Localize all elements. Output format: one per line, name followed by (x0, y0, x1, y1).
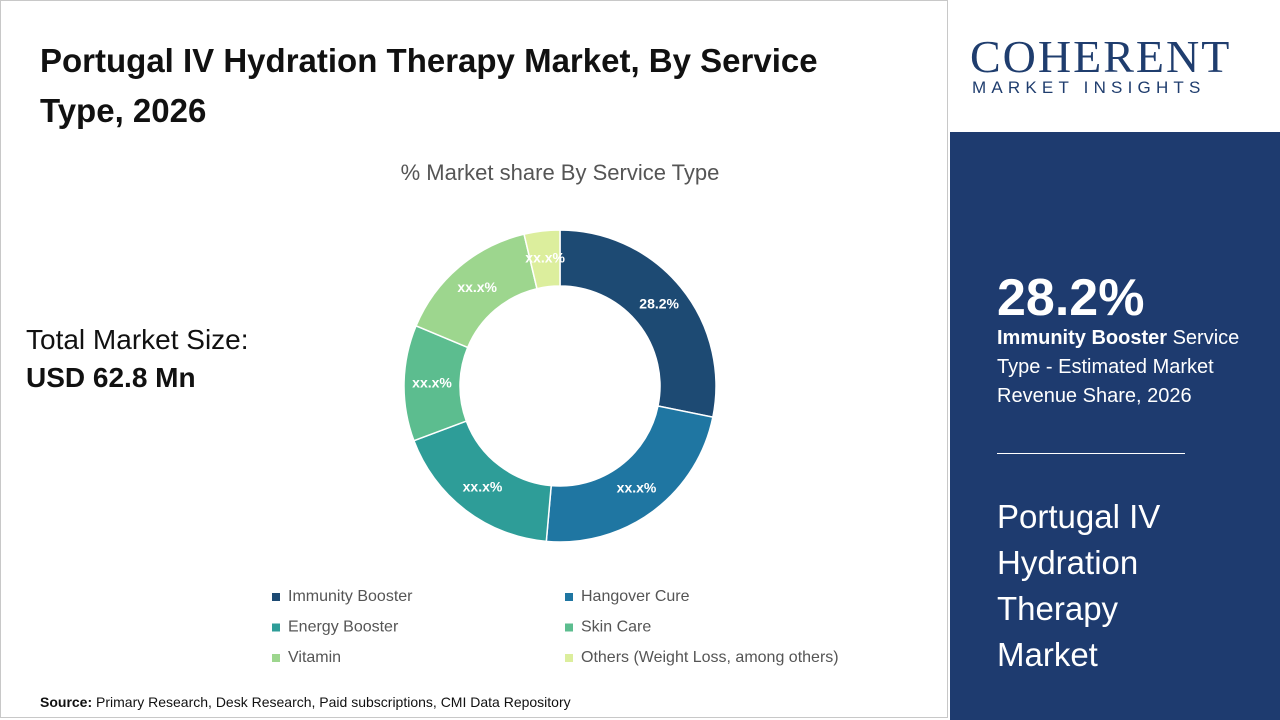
legend-marker (565, 654, 573, 662)
left-panel (0, 0, 948, 718)
legend-marker (565, 593, 573, 601)
logo-brand: COHERENT (970, 31, 1232, 82)
donut-segment (559, 229, 717, 419)
data-label: 28.2% (639, 296, 679, 312)
highlight-panel: 28.2% Immunity Booster Service Type - Es… (950, 132, 1280, 720)
legend-label: Others (Weight Loss, among others) (581, 649, 839, 666)
highlight-value: 28.2% (997, 269, 1145, 327)
legend-marker (272, 593, 280, 601)
logo-tagline: MARKET INSIGHTS (972, 78, 1206, 97)
source-text: Primary Research, Desk Research, Paid su… (96, 694, 571, 710)
data-label: xx.x% (525, 250, 565, 266)
page-title: Portugal IV Hydration Therapy Market, By… (40, 42, 818, 129)
divider (997, 453, 1185, 454)
legend-marker (272, 623, 280, 632)
donut-segment (545, 405, 714, 543)
donut-segment (523, 229, 561, 290)
data-label: xx.x% (617, 479, 657, 495)
chart-title: % Market share By Service Type (401, 160, 720, 185)
logo: COHERENT MARKET INSIGHTS (950, 0, 1280, 132)
source: Source: Primary Research, Desk Research,… (40, 694, 571, 710)
data-label: xx.x% (463, 479, 503, 495)
data-label: xx.x% (412, 374, 452, 390)
highlight-segment: Immunity Booster (997, 327, 1168, 349)
legend-label: Immunity Booster (288, 588, 413, 605)
legend-label: Vitamin (288, 649, 341, 666)
chart: % Market share By Service Type 28.2% xx.x%… (272, 160, 839, 666)
legend-label: Skin Care (581, 619, 651, 636)
legend-label: Hangover Cure (581, 588, 690, 605)
highlight-description: Immunity Booster Service Type - Estimate… (997, 324, 1267, 411)
legend-marker (565, 623, 573, 632)
source-label: Source: (40, 694, 93, 710)
highlight-text: Service Type - Estimated Market Revenue … (997, 327, 1240, 407)
legend-label: Energy Booster (288, 619, 399, 636)
legend-marker (272, 654, 280, 662)
market-size-label: Total Market Size: (26, 324, 249, 355)
data-label: xx.x% (457, 279, 497, 295)
highlight-market: Portugal IV Hydration Therapy Market (997, 498, 1161, 673)
market-size-value: USD 62.8 Mn (26, 362, 196, 393)
